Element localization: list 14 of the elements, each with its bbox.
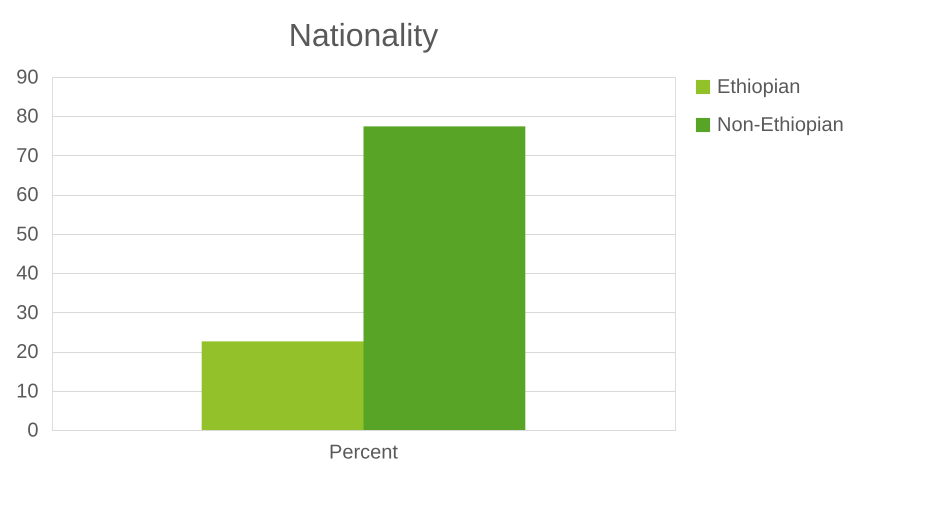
y-tick-label: 10 (16, 380, 38, 402)
legend-label: Non-Ethiopian (717, 114, 844, 136)
y-tick-label: 80 (16, 106, 38, 128)
legend-label: Ethiopian (717, 76, 800, 98)
y-tick-label: 70 (16, 144, 38, 167)
y-tick-label: 40 (16, 262, 38, 285)
y-tick-label: 20 (16, 341, 38, 364)
y-tick-label: 50 (16, 223, 38, 246)
chart-title: Nationality (288, 17, 438, 53)
y-tick-label: 30 (16, 302, 38, 324)
y-tick-label: 60 (16, 184, 38, 206)
x-tick-label: Percent (329, 442, 398, 464)
y-tick-label: 0 (27, 420, 38, 442)
y-tick-label: 90 (16, 66, 38, 88)
